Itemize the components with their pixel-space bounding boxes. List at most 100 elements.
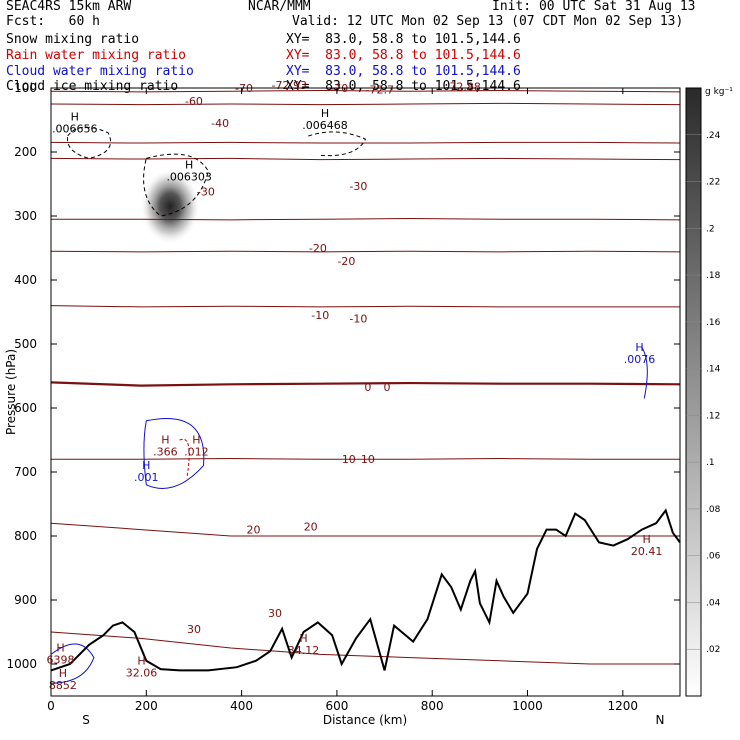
high-marker: H [635,341,643,354]
field-cloudice-xy: XY= 83.0, 58.8 to 101.5,144.6 [286,79,521,94]
temperature-contour [50,90,681,93]
y-tick-label: 400 [14,273,37,287]
forecast-hour: Fcst: 60 h [6,14,100,29]
temperature-contour-label: -72.7 [366,83,394,96]
temperature-contour-label: -72.88 [445,81,480,94]
temperature-contour-label: -30 [349,180,367,193]
x-axis-label: Distance (km) [323,713,407,727]
field-cloudwater-name: Cloud water mixing ratio [6,64,194,79]
temperature-contour-label: 0 [383,381,390,394]
colorbar-tick-label: .08 [706,505,721,515]
y-axis-label: Pressure (hPa) [4,349,18,435]
colorbar-tick-label: .2 [706,224,715,234]
high-marker: H [137,654,145,667]
high-marker: H [161,434,169,447]
x-tick-label: 600 [325,699,348,713]
colorbar-tick-label: .04 [706,598,721,608]
y-tick-label: 300 [14,209,37,223]
high-value-label: 6398 [47,654,75,667]
temperature-contour-label: 30 [268,607,282,620]
temperature-contour-label: -30 [197,186,215,199]
y-tick-label: 500 [14,337,37,351]
x-tick-label: 0 [47,699,55,713]
temperature-contour [50,102,681,106]
temperature-contour-label: -20 [337,255,355,268]
y-tick-label: 900 [14,593,37,607]
temperature-contour-label: -60 [185,95,203,108]
snow-maximum-shading [140,168,201,245]
y-tick-label: 200 [14,145,37,159]
cloud-water-contour [641,346,648,399]
colorbar-tick-label: .14 [706,365,721,375]
x-tick-label: 200 [135,699,158,713]
temperature-contour-label: 10 [361,453,375,466]
high-value-label: 34.12 [288,644,320,657]
high-value-label: .006656 [52,122,98,135]
high-value-label: .001 [134,471,159,484]
high-value-label: .006468 [302,119,348,132]
high-value-label: .0076 [624,353,656,366]
temperature-contour [50,141,681,144]
high-value-label: 32.06 [126,666,158,679]
valid-time: Valid: 12 UTC Mon 02 Sep 13 (07 CDT Mon … [292,14,684,29]
temperature-contour [51,458,680,460]
cloud-water-contour [50,643,95,684]
colorbar-tick-label: .1 [706,458,715,468]
colorbar [685,87,702,697]
terrain-line [50,508,681,672]
temperature-contour [50,381,681,387]
colorbar-tick-label: .16 [706,318,721,328]
y-tick-label: 100 [14,81,37,95]
colorbar-tick-label: .24 [706,131,721,141]
high-marker: H [321,107,329,120]
field-rain-xy: XY= 83.0, 58.8 to 101.5,144.6 [286,48,521,63]
x-tick-label: 1200 [608,699,639,713]
temperature-contour-label: 0 [364,381,371,394]
south-end-label: S [82,713,90,727]
colorbar-tick-label: .18 [706,271,721,281]
y-tick-label: 1000 [6,657,37,671]
high-marker: H [59,667,67,680]
cloud-water-contours [50,346,648,684]
temperature-contour-label: 20 [304,520,318,533]
y-tick-label: 700 [14,465,37,479]
temperature-contour [50,157,681,161]
init-time: Init: 00 UTC Sat 31 Aug 13 [492,0,696,14]
high-marker: H [71,110,79,123]
temperature-contour-label: 30 [187,623,201,636]
temperature-contour-label: -40 [211,117,229,130]
temperature-contour-label: 20 [247,524,261,537]
high-value-label: 8852 [49,679,77,692]
x-tick-label: 800 [421,699,444,713]
org-label: NCAR/MMM [248,0,311,14]
y-tick-label: 800 [14,529,37,543]
high-marker: H [299,632,307,645]
field-cloudice-name: Cloud ice mixing ratio [6,79,179,94]
colorbar-tick-label: .06 [706,552,721,562]
high-value-label: .012 [184,446,209,459]
temperature-contour-label: -10 [349,312,367,325]
temperature-contour [50,522,680,537]
x-tick-label: 400 [230,699,253,713]
cloud-water-contour [143,417,205,489]
y-tick-label: 600 [14,401,37,415]
rain-water-contour [179,438,190,479]
plot-frame [50,87,681,697]
high-value-label: .366 [153,446,178,459]
temperature-contour [50,305,680,308]
high-marker: H [56,642,64,655]
high-marker: H [192,434,200,447]
high-marker: H [185,158,193,171]
temperature-contour [50,250,681,253]
temperature-contour-label: -72.93 [272,79,307,92]
colorbar-unit: g kg⁻¹ [705,87,733,97]
high-value-label: .006303 [166,170,212,183]
field-rain-name: Rain water mixing ratio [6,48,187,63]
model-title: SEAC4RS 15km ARW [6,0,132,14]
high-marker: H [142,459,150,472]
colorbar-tick-label: .12 [706,411,720,421]
field-snow-name: Snow mixing ratio [6,32,140,47]
high-marker: H [643,533,651,546]
temperature-contour-label: 10 [342,453,356,466]
